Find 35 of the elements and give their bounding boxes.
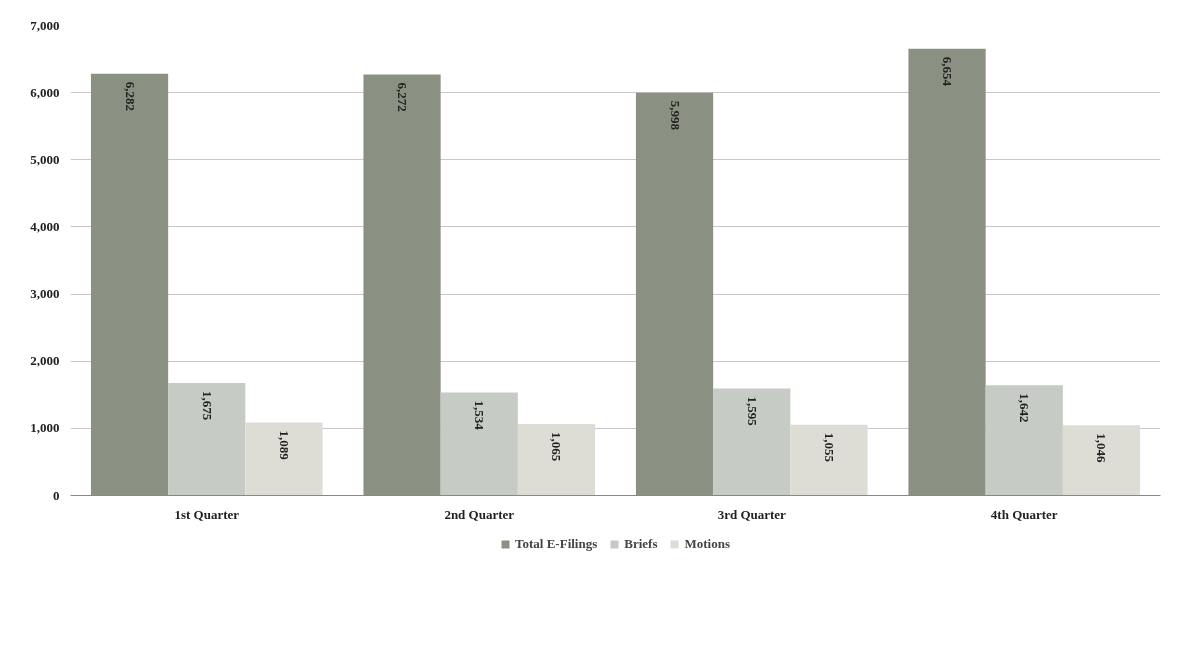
y-tick-label: 4,000 <box>30 218 60 234</box>
x-tick-label: 3rd Quarter <box>717 506 787 522</box>
data-label: 1,055 <box>821 432 837 463</box>
x-tick-label: 2nd Quarter <box>444 506 515 522</box>
data-label: 6,282 <box>122 81 138 111</box>
x-tick-label: 1st Quarter <box>174 506 240 522</box>
y-tick-label: 7,000 <box>30 17 60 33</box>
data-label: 1,642 <box>1017 393 1033 423</box>
data-label: 6,654 <box>940 56 956 87</box>
y-tick-label: 3,000 <box>30 286 60 302</box>
legend-label: Motions <box>684 536 730 552</box>
data-label: 5,998 <box>667 100 683 131</box>
data-label: 1,046 <box>1094 433 1110 464</box>
y-tick-label: 2,000 <box>30 353 60 369</box>
bar <box>1062 425 1141 496</box>
y-tick-label: 0 <box>53 487 60 503</box>
bar <box>713 388 791 496</box>
legend-label: Total E-Filings <box>515 536 598 552</box>
legend-label: Briefs <box>624 536 658 552</box>
data-label: 6,272 <box>395 82 411 112</box>
bar <box>245 422 323 496</box>
data-label: 1,065 <box>549 431 565 462</box>
data-label: 1,675 <box>199 391 215 421</box>
bar <box>168 383 246 496</box>
bar <box>790 424 868 496</box>
data-label: 1,534 <box>472 400 488 431</box>
y-tick-label: 5,000 <box>30 151 60 167</box>
data-label: 1,595 <box>744 396 760 427</box>
bar <box>440 392 518 496</box>
y-tick-label: 6,000 <box>30 84 60 100</box>
y-tick-label: 1,000 <box>30 420 60 436</box>
data-label: 1,089 <box>276 430 292 461</box>
bar <box>517 423 596 496</box>
x-tick-label: 4th Quarter <box>990 506 1058 522</box>
bar <box>985 385 1063 496</box>
